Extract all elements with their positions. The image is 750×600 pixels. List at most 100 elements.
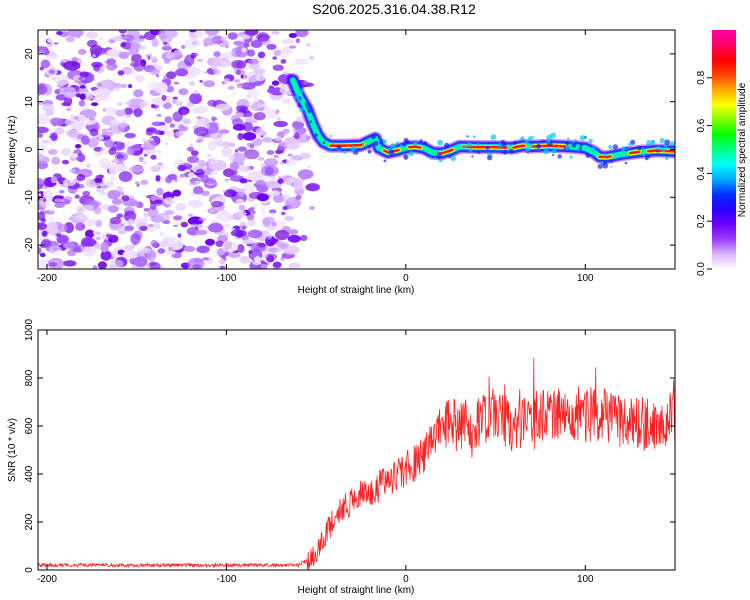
noise-blob — [196, 245, 210, 254]
ridge-speck — [314, 133, 318, 137]
noise-blob — [106, 48, 123, 58]
noise-blob — [118, 51, 130, 59]
noise-blob — [266, 234, 272, 240]
ridge-speck — [590, 146, 597, 152]
noise-blob — [56, 234, 70, 245]
noise-blob — [150, 103, 156, 108]
ridge-speck — [329, 134, 332, 138]
y-tick-label: 600 — [24, 417, 35, 434]
noise-blob — [92, 54, 96, 58]
noise-blob — [150, 239, 158, 248]
noise-blob — [65, 36, 75, 43]
noise-blob — [61, 198, 71, 205]
noise-blob — [231, 59, 244, 69]
noise-blob — [49, 246, 63, 256]
noise-blob — [172, 96, 178, 100]
noise-blob — [264, 158, 279, 167]
noise-blob — [218, 265, 226, 269]
ridge-speck — [626, 148, 629, 151]
noise-blob — [91, 102, 99, 106]
noise-blob — [257, 242, 266, 248]
noise-blob — [138, 156, 144, 162]
noise-blob — [294, 58, 309, 65]
ridge-speck — [536, 143, 541, 149]
noise-blob — [123, 141, 132, 148]
noise-blob — [195, 229, 208, 236]
noise-blob — [237, 188, 246, 197]
ridge-speck — [467, 142, 472, 148]
y-tick-label: 200 — [24, 513, 35, 530]
noise-blob — [68, 120, 73, 126]
noise-blob — [264, 254, 269, 258]
noise-blob — [47, 38, 54, 43]
ridge-speck — [670, 141, 675, 146]
noise-blob — [305, 184, 318, 191]
noise-blob — [300, 152, 311, 160]
noise-blob — [205, 238, 215, 246]
noise-blob — [154, 199, 163, 205]
noise-blob — [200, 174, 209, 183]
spectrogram-x-ticks: -200 -100 0 100 — [37, 30, 594, 284]
noise-blob — [161, 45, 172, 51]
noise-blob — [188, 199, 204, 208]
noise-blob — [173, 49, 182, 57]
noise-blob — [255, 128, 265, 136]
noise-blob — [188, 81, 196, 86]
noise-blob — [40, 59, 51, 69]
noise-blob — [309, 206, 315, 210]
noise-blob — [303, 80, 308, 85]
noise-blob — [197, 139, 204, 143]
noise-blob — [243, 149, 260, 160]
noise-blob — [51, 156, 61, 165]
noise-blob — [63, 60, 81, 71]
noise-blob — [254, 138, 263, 146]
noise-blob — [275, 149, 283, 154]
ridge-speck — [343, 150, 347, 154]
ridge-speck — [435, 150, 440, 155]
noise-blob — [136, 246, 152, 254]
noise-blob — [51, 76, 56, 81]
noise-blob — [216, 211, 233, 222]
noise-blob — [158, 30, 167, 40]
noise-blob — [115, 109, 126, 117]
noise-blob — [254, 256, 261, 262]
noise-blob — [220, 61, 228, 67]
noise-blob — [209, 208, 214, 214]
noise-blob — [133, 256, 148, 267]
noise-blob — [42, 103, 54, 113]
ridge-speck — [502, 149, 508, 155]
noise-blob — [38, 247, 42, 255]
y-tick-label: -20 — [24, 237, 35, 252]
ridge-speck — [524, 139, 529, 145]
noise-blob — [100, 250, 112, 261]
ridge-speck — [434, 157, 437, 160]
noise-blob — [227, 85, 235, 91]
noise-blob — [39, 243, 47, 248]
noise-blob — [189, 181, 196, 186]
noise-blob — [161, 94, 167, 101]
noise-blob — [153, 223, 161, 230]
noise-blob — [247, 219, 256, 226]
noise-blob — [76, 207, 85, 213]
noise-blob — [157, 162, 163, 166]
noise-blob — [147, 223, 154, 228]
noise-blob — [105, 233, 113, 238]
noise-blob — [282, 193, 291, 200]
ridge-speck — [526, 151, 530, 154]
ridge-speck — [444, 142, 450, 148]
noise-blob — [76, 173, 86, 182]
ridge-speck — [530, 144, 534, 148]
noise-blob — [109, 176, 118, 181]
noise-blob — [287, 153, 293, 157]
noise-blob — [143, 153, 148, 157]
noise-blob — [196, 116, 202, 120]
noise-blob — [108, 264, 117, 269]
noise-blob — [282, 38, 295, 44]
noise-blob — [235, 210, 247, 217]
colorbar-tick-label: 0.8 — [696, 70, 707, 84]
x-tick-label: 0 — [403, 574, 409, 585]
noise-blob — [52, 247, 59, 251]
noise-blob — [91, 61, 103, 68]
noise-blob — [133, 89, 144, 98]
